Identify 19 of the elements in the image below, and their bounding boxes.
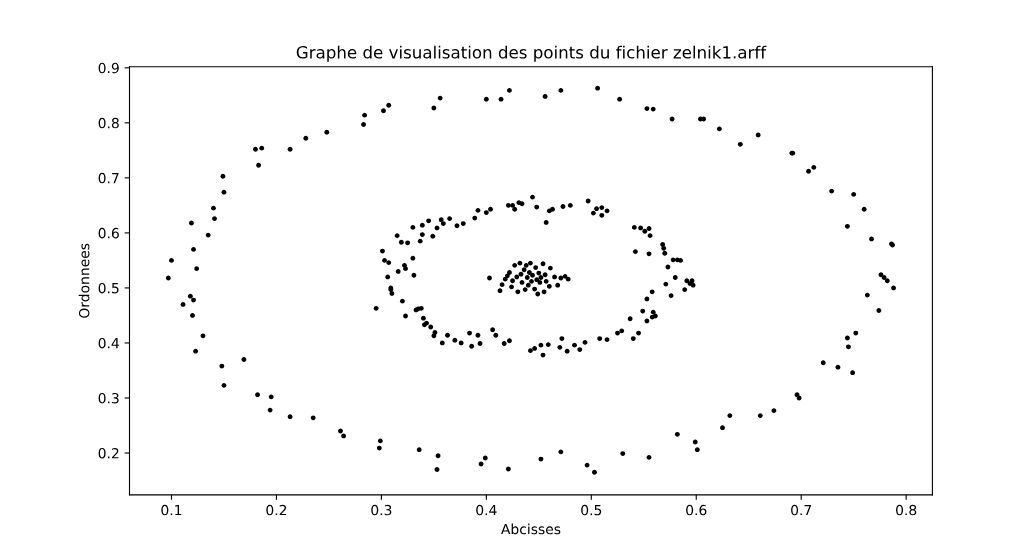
x-tick-label: 0.6 bbox=[686, 504, 707, 516]
x-tick-label: 0.7 bbox=[791, 504, 812, 516]
x-tick-label: 0.2 bbox=[266, 504, 287, 516]
chart-title: Graphe de visualisation des points du fichier zelnik1.arff bbox=[296, 45, 767, 62]
y-tick-label: 0.3 bbox=[98, 392, 119, 404]
y-tick-label: 0.4 bbox=[98, 337, 119, 349]
y-tick-label: 0.2 bbox=[98, 447, 119, 459]
y-tick-label: 0.8 bbox=[98, 117, 119, 129]
y-axis-title: Ordonnees bbox=[78, 243, 90, 318]
x-axis-title: Abcisses bbox=[501, 523, 561, 535]
x-tick-label: 0.3 bbox=[371, 504, 392, 516]
y-tick-label: 0.5 bbox=[98, 282, 119, 294]
y-tick-label: 0.7 bbox=[98, 172, 119, 184]
x-tick-label: 0.5 bbox=[581, 504, 602, 516]
y-tick-label: 0.6 bbox=[98, 227, 119, 239]
x-tick-label: 0.1 bbox=[161, 504, 182, 516]
x-tick-label: 0.8 bbox=[896, 504, 917, 516]
x-tick-label: 0.4 bbox=[476, 504, 497, 516]
y-tick-label: 0.9 bbox=[98, 62, 119, 74]
